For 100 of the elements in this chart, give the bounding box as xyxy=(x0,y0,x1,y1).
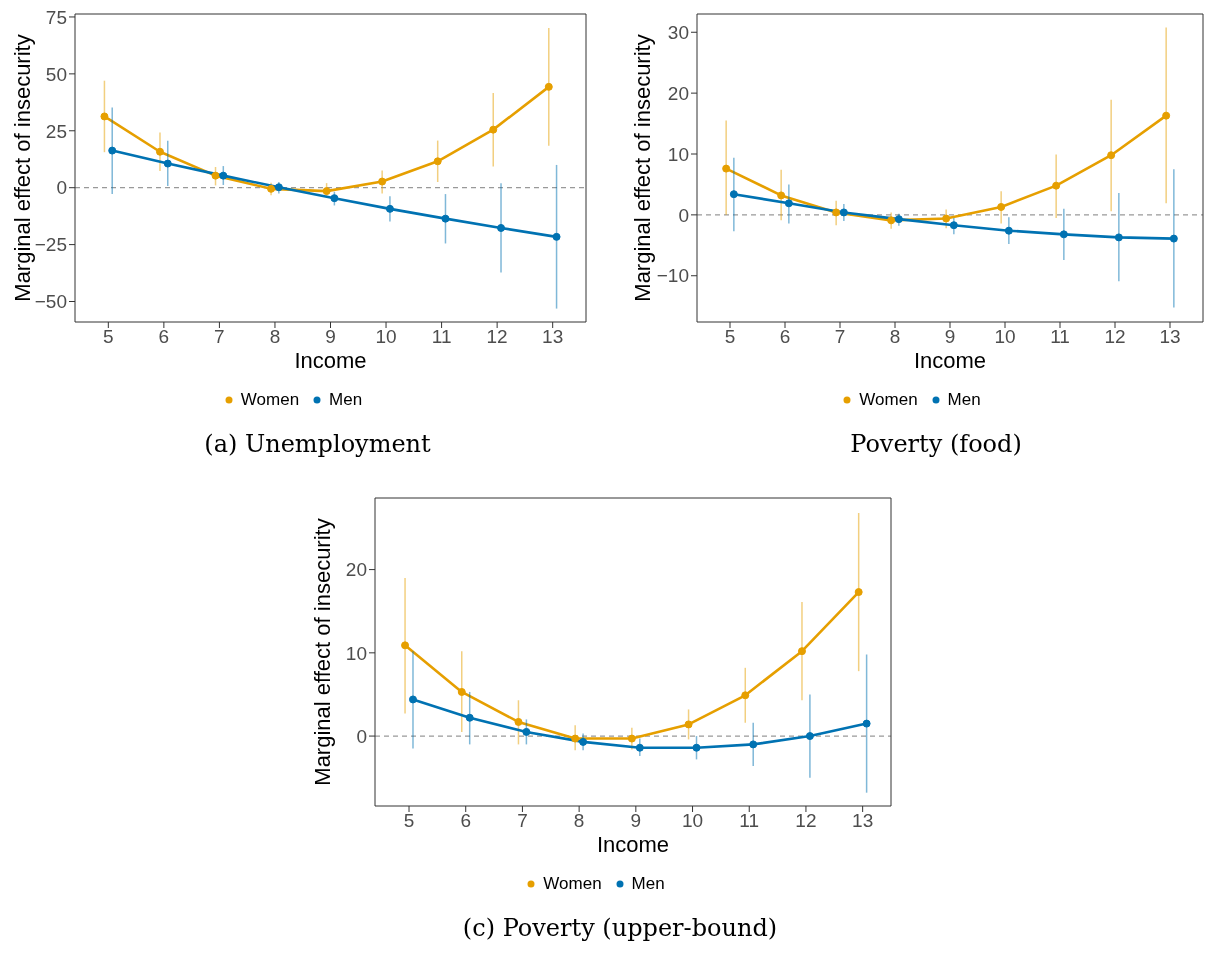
point xyxy=(942,214,951,223)
y-tick-label: 50 xyxy=(45,63,67,85)
point xyxy=(1107,151,1116,160)
text: (c) Poverty (upper-bound) xyxy=(461,914,779,942)
legend-label: Women xyxy=(239,390,300,410)
point xyxy=(635,743,644,752)
point xyxy=(627,734,636,743)
x-tick-label: 11 xyxy=(739,810,760,832)
point xyxy=(729,190,738,199)
x-tick-label: 10 xyxy=(375,326,397,348)
y-axis-title: Marginal effect of insecurity xyxy=(309,518,335,786)
x-tick-label: 7 xyxy=(214,326,225,348)
x-tick-label: 9 xyxy=(630,810,642,832)
x-tick-label: 5 xyxy=(724,326,736,348)
point xyxy=(997,202,1006,211)
x-tick-label: 12 xyxy=(486,326,508,348)
x-tick-label: 11 xyxy=(431,326,452,348)
y-tick-label: 10 xyxy=(345,642,367,664)
point xyxy=(267,184,276,193)
point xyxy=(544,82,553,91)
x-tick-label: 12 xyxy=(795,810,817,832)
x-tick-label: 6 xyxy=(158,326,170,348)
legend-label: Men xyxy=(630,874,665,894)
x-tick-label: 7 xyxy=(834,326,846,348)
point xyxy=(749,740,758,749)
point xyxy=(514,717,523,726)
point xyxy=(497,223,506,232)
legend-label: Men xyxy=(946,390,981,410)
point xyxy=(741,691,750,700)
y-tick-label: 0 xyxy=(56,177,67,199)
x-tick-label: 11 xyxy=(1050,326,1070,348)
point xyxy=(722,164,731,173)
legend-label: Men xyxy=(328,390,363,410)
x-tick-label: 9 xyxy=(944,326,956,348)
x-tick-label: 13 xyxy=(1159,326,1181,348)
text: (a) Unemployment xyxy=(203,430,432,458)
point xyxy=(797,647,806,656)
point xyxy=(571,734,580,743)
point xyxy=(579,737,588,746)
point xyxy=(274,183,283,192)
point xyxy=(805,732,814,741)
point xyxy=(839,208,848,217)
point xyxy=(155,147,164,156)
legend-label: Women xyxy=(858,390,918,410)
y-tick-label: 0 xyxy=(356,725,367,747)
x-tick-label: 8 xyxy=(889,326,901,348)
point xyxy=(854,588,863,597)
y-tick-label: −10 xyxy=(656,265,689,287)
legend-label: Women xyxy=(542,874,602,894)
y-tick-label: 75 xyxy=(45,6,67,28)
y-axis-title: Marginal effect of insecurity xyxy=(629,34,655,302)
x-tick-label: 6 xyxy=(779,326,791,348)
point xyxy=(1059,230,1068,239)
point xyxy=(163,159,172,168)
x-axis-title: Income xyxy=(913,348,987,373)
point xyxy=(692,743,701,752)
x-axis-title: Income xyxy=(596,832,670,857)
point xyxy=(894,215,903,224)
y-tick-label: −25 xyxy=(34,234,67,256)
point xyxy=(322,187,331,196)
point xyxy=(401,641,410,650)
point xyxy=(433,157,442,166)
point xyxy=(330,194,339,203)
point xyxy=(408,695,417,704)
y-tick-label: −50 xyxy=(34,291,67,313)
y-axis-title: Marginal effect of insecurity xyxy=(9,34,35,302)
x-tick-label: 8 xyxy=(269,326,281,348)
point xyxy=(378,177,387,186)
y-tick-label: 30 xyxy=(667,22,689,44)
x-axis-title: Income xyxy=(294,348,367,373)
point xyxy=(1169,234,1178,243)
x-tick-label: 10 xyxy=(681,810,704,832)
point xyxy=(441,214,450,223)
text: Poverty (food) xyxy=(849,430,1023,458)
point xyxy=(777,191,786,200)
y-tick-label: 0 xyxy=(678,204,689,226)
point xyxy=(522,727,531,736)
y-tick-label: 25 xyxy=(45,120,67,142)
point xyxy=(108,146,117,155)
x-tick-label: 13 xyxy=(852,810,874,832)
x-tick-label: 12 xyxy=(1104,326,1126,348)
x-tick-label: 6 xyxy=(460,810,472,832)
point xyxy=(489,125,498,134)
point xyxy=(832,208,841,217)
point xyxy=(385,204,394,213)
x-tick-label: 5 xyxy=(103,326,114,348)
point xyxy=(1052,181,1061,190)
point xyxy=(949,221,958,230)
x-tick-label: 8 xyxy=(573,810,585,832)
point xyxy=(862,719,871,728)
x-tick-label: 9 xyxy=(325,326,336,348)
point xyxy=(100,112,109,121)
point xyxy=(1162,111,1171,120)
point xyxy=(465,713,474,722)
point xyxy=(1004,226,1013,235)
point xyxy=(684,720,693,729)
point xyxy=(457,687,466,696)
y-tick-label: 20 xyxy=(667,82,689,104)
point xyxy=(784,199,793,208)
point xyxy=(219,171,228,180)
